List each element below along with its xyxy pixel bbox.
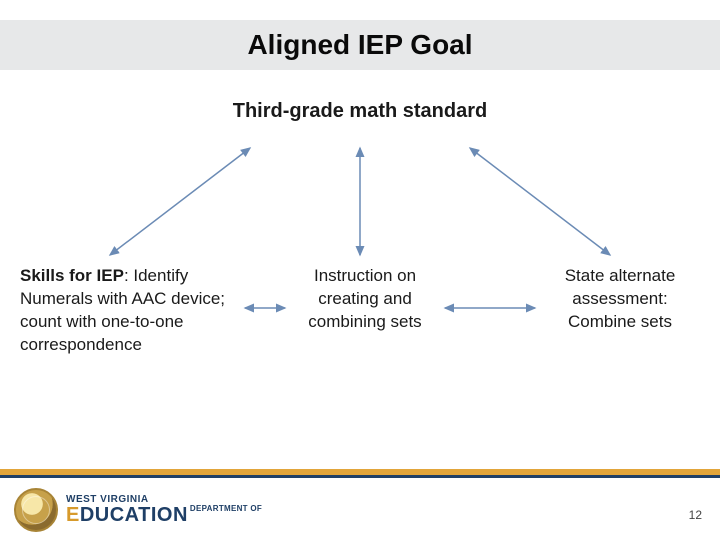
arrow-top-to-skills xyxy=(110,148,250,255)
footer-logo: WEST VIRGINIA EDUCATIONDEPARTMENT OF xyxy=(14,488,262,532)
footer-logo-dept: DEPARTMENT OF xyxy=(190,504,262,513)
node-instruction: Instruction on creating and combining se… xyxy=(290,265,440,334)
slide-subtitle: Third-grade math standard xyxy=(0,100,720,123)
page-number: 12 xyxy=(689,508,702,522)
node-skills-heading: Skills for IEP xyxy=(20,266,124,285)
state-seal-icon xyxy=(14,488,58,532)
slide: Aligned IEP Goal Third-grade math standa… xyxy=(0,0,720,540)
footer-logo-text: WEST VIRGINIA EDUCATIONDEPARTMENT OF xyxy=(66,495,262,525)
footer-navy-bar xyxy=(0,475,720,478)
node-assessment: State alternate assessment: Combine sets xyxy=(540,265,700,334)
footer-logo-education: EDUCATIONDEPARTMENT OF xyxy=(66,505,262,525)
node-skills: Skills for IEP: Identify Numerals with A… xyxy=(20,265,240,357)
slide-title: Aligned IEP Goal xyxy=(247,29,472,61)
footer-divider xyxy=(0,469,720,478)
arrow-top-to-assessment xyxy=(470,148,610,255)
title-bar: Aligned IEP Goal xyxy=(0,20,720,70)
